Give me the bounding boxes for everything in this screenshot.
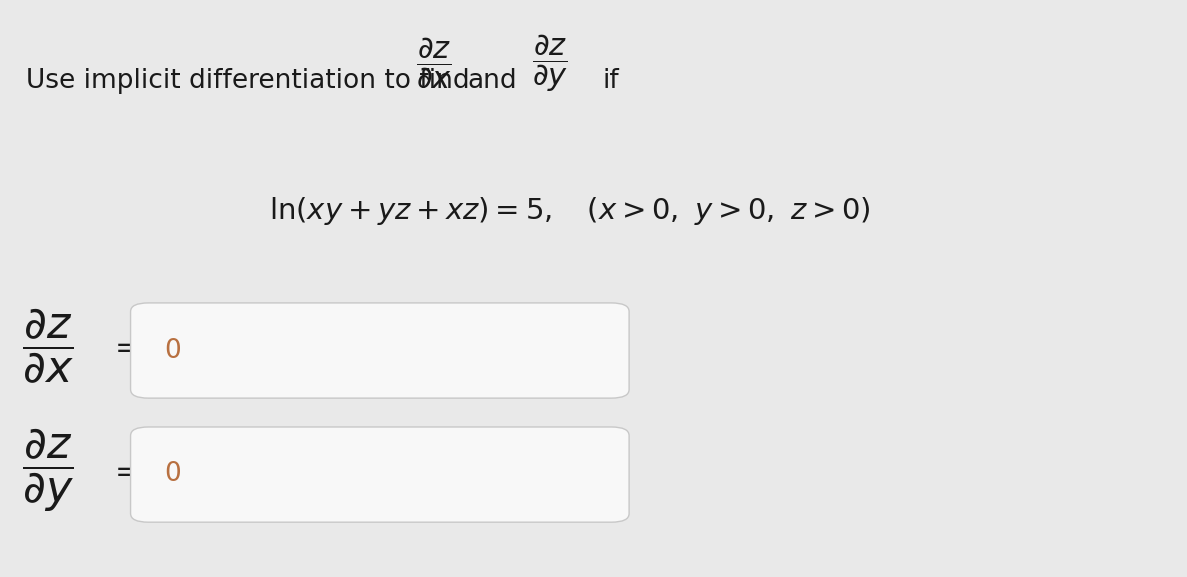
Text: $\dfrac{\partial z}{\partial y}$: $\dfrac{\partial z}{\partial y}$: [532, 33, 567, 94]
FancyBboxPatch shape: [131, 427, 629, 522]
Text: $\dfrac{\partial z}{\partial y}$: $\dfrac{\partial z}{\partial y}$: [21, 426, 74, 514]
Text: $=$: $=$: [109, 456, 140, 485]
Text: $\dfrac{\partial z}{\partial x}$: $\dfrac{\partial z}{\partial x}$: [21, 306, 74, 386]
Text: 0: 0: [164, 461, 180, 488]
Text: $=$: $=$: [109, 332, 140, 361]
Text: if: if: [603, 68, 620, 94]
Text: and: and: [468, 68, 518, 94]
Text: 0: 0: [164, 338, 180, 364]
Text: $\dfrac{\partial z}{\partial x}$: $\dfrac{\partial z}{\partial x}$: [417, 36, 452, 91]
Text: $\ln(xy + yz + xz) = 5, \quad (x > 0,\ y > 0,\ z > 0)$: $\ln(xy + yz + xz) = 5, \quad (x > 0,\ y…: [269, 194, 870, 227]
Text: Use implicit differentiation to find: Use implicit differentiation to find: [26, 68, 470, 94]
FancyBboxPatch shape: [131, 303, 629, 398]
